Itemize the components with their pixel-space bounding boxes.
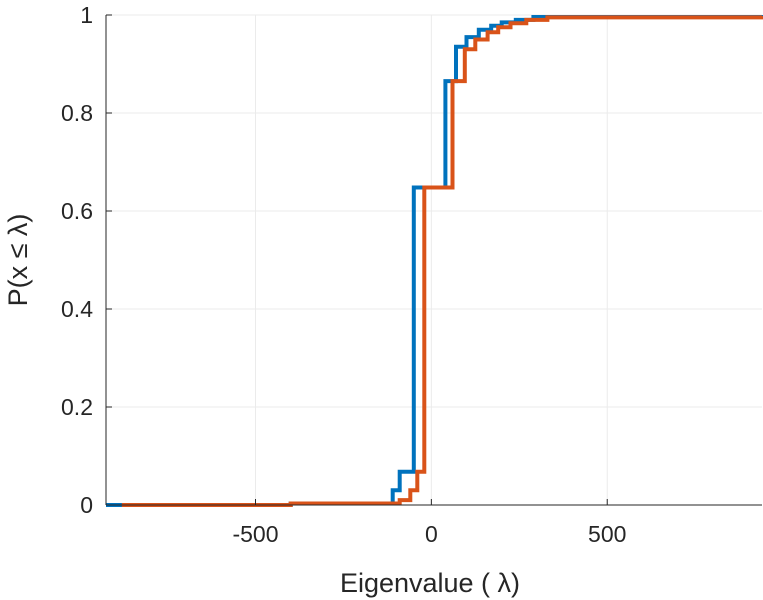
x-tick-label-1: 0 [425, 521, 438, 547]
grid-layer [106, 14, 762, 506]
y-tick-label-2: 0.4 [61, 296, 93, 322]
series-1-line [106, 15, 763, 507]
axes-layer [105, 14, 762, 506]
x-tick-label-2: 500 [588, 521, 626, 547]
series-layer [106, 15, 763, 507]
y-tick-label-4: 0.8 [61, 100, 93, 126]
x-tick-label-0: -500 [232, 521, 278, 547]
y-tick-label-5: 1 [80, 2, 93, 28]
x-axis-title: Eigenvalue ( λ) [340, 568, 520, 598]
y-tick-label-0: 0 [80, 492, 93, 518]
tick-labels: -500 0 500 0 0.2 0.4 0.6 0.8 1 [61, 2, 626, 547]
series-2-line [121, 15, 763, 507]
y-axis-title: P(x ≤ λ) [3, 214, 33, 307]
y-tick-label-3: 0.6 [61, 198, 93, 224]
y-tick-label-1: 0.2 [61, 394, 93, 420]
